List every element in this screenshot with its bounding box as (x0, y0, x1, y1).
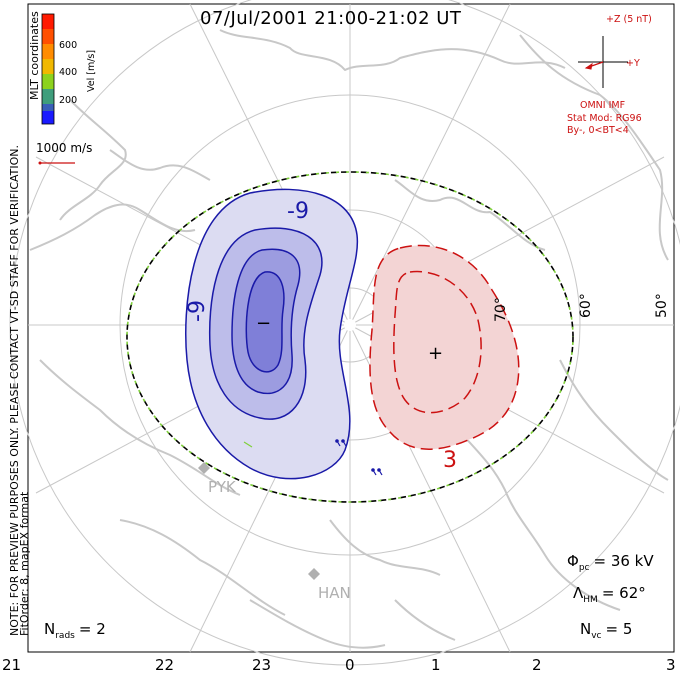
latitude-label-50: 50° (654, 293, 670, 318)
map-title: 07/Jul/2001 21:00-21:02 UT (200, 8, 462, 29)
station-pyk-marker (198, 462, 210, 474)
color-bar-tick-400: 400 (59, 67, 77, 78)
station-label-han: HAN (318, 584, 351, 602)
contour-label-neg-left: -9 (185, 300, 210, 322)
mlt-label-1: 1 (431, 656, 441, 674)
fit-order-note: FitOrder: 8, mapEX format (18, 491, 31, 636)
station-label-pyk: PYK (208, 478, 237, 496)
potential-max-marker: + (428, 343, 443, 364)
contour-label-neg-top: -9 (287, 199, 309, 224)
coordinates-label: MLT coordinates (28, 11, 41, 100)
mlt-label-2: 2 (532, 656, 542, 674)
coastlines (29, 29, 669, 649)
potential-min-marker: − (256, 313, 271, 334)
mlt-label-22: 22 (155, 656, 175, 674)
color-bar-unit: Vel [m/s] (86, 50, 97, 92)
plot-frame (27, 3, 675, 653)
stat-n-rads: Nrads = 2 (44, 620, 106, 641)
reference-vector-label: 1000 m/s (36, 141, 92, 155)
reference-vector (38, 161, 75, 165)
velocity-vectors (243, 439, 383, 476)
verification-note: NOTE: FOR PREVIEW PURPOSES ONLY. PLEASE … (8, 145, 21, 636)
latitude-label-70: 70° (493, 297, 509, 322)
mlt-label-3: 3 (666, 656, 676, 674)
mlt-label-21: 21 (2, 656, 22, 674)
velocity-color-bar (41, 13, 55, 125)
imf-condition: By-, 0<BT<4 (567, 125, 629, 136)
color-bar-tick-200: 200 (59, 95, 77, 106)
station-han-marker (308, 568, 320, 580)
stat-n-vc: Nvc = 5 (580, 620, 632, 641)
stat-lambda-hm: ΛHM = 62° (573, 584, 646, 605)
negative-convection-cell (185, 188, 359, 480)
imf-model: Stat Mod: RG96 (567, 113, 642, 124)
stat-phi-pc: Φpc = 36 kV (567, 552, 654, 573)
mlt-label-0: 0 (345, 656, 355, 674)
contour-label-pos: 3 (443, 448, 457, 473)
mlt-label-23: 23 (252, 656, 272, 674)
color-bar-tick-600: 600 (59, 40, 77, 51)
imf-y-label: +Y (626, 58, 640, 69)
station-markers (198, 462, 320, 580)
positive-convection-cell (369, 244, 520, 450)
latitude-label-60: 60° (578, 293, 594, 318)
imf-source: OMNI IMF (580, 100, 625, 111)
imf-dial (578, 36, 628, 88)
imf-z-label: +Z (5 nT) (606, 14, 652, 25)
